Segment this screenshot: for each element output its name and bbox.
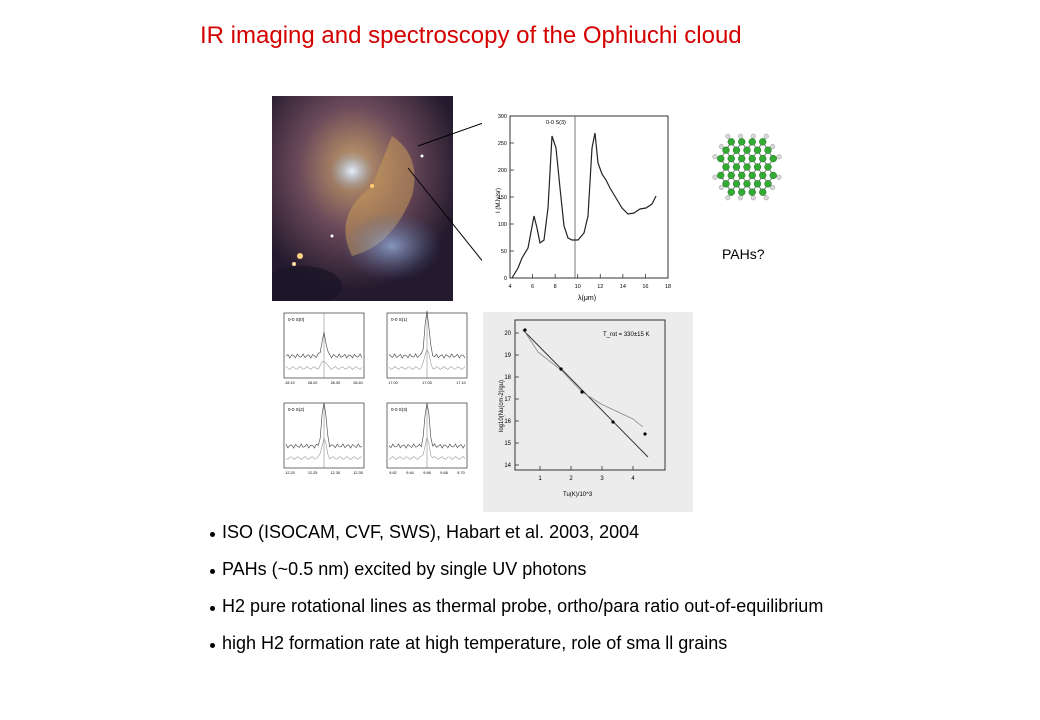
spectrum-y-tick-label: 300 xyxy=(498,114,507,120)
spectrum-y-tick-label: 0 xyxy=(504,276,507,282)
line-panel-tick-label: 9.62 xyxy=(389,471,396,475)
line-panel-tick-label: 12.35 xyxy=(353,471,363,475)
bullet-dot xyxy=(210,643,215,648)
line-panel-tick-label: 28.10 xyxy=(285,381,295,385)
line-panel-tick-label: 12.30 xyxy=(331,471,341,475)
line-panel-tick-label: 12.20 xyxy=(285,471,295,475)
line-panel-tick-label: 9.70 xyxy=(457,471,464,475)
pah-molecule-image xyxy=(705,112,790,222)
rotation-annotation: T_rot = 330±15 K xyxy=(603,332,650,338)
line-panel: 0-0 S(1) 17.00 17.05 17.10 xyxy=(386,310,468,385)
rotation-y-tick-label: 19 xyxy=(504,353,511,359)
rotation-y-tick-label: 18 xyxy=(504,375,511,381)
bullet-text: PAHs (~0.5 nm) excited by single UV phot… xyxy=(222,559,587,579)
slide-title: IR imaging and spectroscopy of the Ophiu… xyxy=(200,22,742,49)
spectrum-x-tick-label: 16 xyxy=(642,284,648,290)
bullet-dot xyxy=(210,606,215,611)
rotation-x-tick-label: 2 xyxy=(569,476,573,482)
bullet-text: ISO (ISOCAM, CVF, SWS), Habart et al. 20… xyxy=(222,522,640,542)
bullet-item: ISO (ISOCAM, CVF, SWS), Habart et al. 20… xyxy=(210,520,823,557)
spectrum-x-ticks: 4 6 8 10 12 14 16 18 xyxy=(508,274,671,290)
bullet-item: H2 pure rotational lines as thermal prob… xyxy=(210,594,823,631)
spectrum-x-tick-label: 18 xyxy=(665,284,671,290)
spectrum-x-tick-label: 6 xyxy=(531,284,534,290)
bullet-item: high H2 formation rate at high temperatu… xyxy=(210,631,823,668)
rotation-x-tick-label: 3 xyxy=(600,476,604,482)
line-panel: 0-0 S(0) 28.10 28.20 28.30 28.40 xyxy=(283,312,365,385)
line-panel-label: 0-0 S(0) xyxy=(288,317,305,322)
spectrum-y-tick-label: 250 xyxy=(498,141,507,147)
h2-line-panels: 0-0 S(0) 28.10 28.20 28.30 28.40 0-0 S(1) 17.0… xyxy=(262,308,477,483)
spectrum-plot: 0 50 100 150 200 250 300 4 6 8 10 12 14 16 18 0-0 S(3… xyxy=(482,108,702,308)
line-panel-tick-label: 9.66 xyxy=(423,471,430,475)
spectrum-xlabel: λ(μm) xyxy=(578,295,596,302)
line-panel-tick-label: 9.68 xyxy=(440,471,447,475)
pah-label: PAHs? xyxy=(722,246,765,262)
line-panel: 0-0 S(2) 12.20 12.25 12.30 12.35 xyxy=(283,402,365,475)
line-panel-tick-label: 17.00 xyxy=(388,381,398,385)
bullet-dot xyxy=(210,569,215,574)
line-panel-tick-label: 17.10 xyxy=(456,381,466,385)
spectrum-x-tick-label: 14 xyxy=(620,284,626,290)
rotation-diagram: 14 15 16 17 18 19 20 1 2 3 4 T_rot = 330±15 K log1… xyxy=(483,312,693,512)
bullet-text: high H2 formation rate at high temperatu… xyxy=(222,633,728,653)
bullet-dot xyxy=(210,532,215,537)
spectrum-line-label: 0-0 S(3) xyxy=(546,120,566,126)
bullet-item: PAHs (~0.5 nm) excited by single UV phot… xyxy=(210,557,823,594)
rotation-y-tick-label: 17 xyxy=(504,397,511,403)
line-panel-tick-label: 28.30 xyxy=(331,381,341,385)
spectrum-x-tick-label: 12 xyxy=(597,284,603,290)
rotation-y-tick-label: 14 xyxy=(504,463,511,469)
bullet-list: ISO (ISOCAM, CVF, SWS), Habart et al. 20… xyxy=(210,520,823,668)
rotation-y-tick-label: 16 xyxy=(504,419,511,425)
spectrum-y-tick-label: 200 xyxy=(498,168,507,174)
rotation-ylabel: log10(Nu(cm-2)/gu) xyxy=(499,380,505,432)
rotation-x-tick-label: 1 xyxy=(538,476,542,482)
line-panel-tick-label: 28.20 xyxy=(308,381,318,385)
spectrum-y-tick-label: 50 xyxy=(501,249,507,255)
bullet-text: H2 pure rotational lines as thermal prob… xyxy=(222,596,824,616)
spectrum-x-tick-label: 4 xyxy=(508,284,511,290)
line-panel: 0-0 S(3) 9.62 9.64 9.66 9.68 9.70 xyxy=(386,402,468,475)
line-panel-label: 0-0 S(2) xyxy=(288,407,305,412)
spectrum-x-tick-label: 8 xyxy=(554,284,557,290)
spectrum-ylabel: I (MJy/sr) xyxy=(496,188,502,213)
rotation-x-tick-label: 4 xyxy=(631,476,635,482)
line-panel-label: 0-0 S(1) xyxy=(391,317,408,322)
spectrum-x-tick-label: 10 xyxy=(575,284,581,290)
line-panel-tick-label: 9.64 xyxy=(406,471,413,475)
rotation-xlabel: Tu(K)/10^3 xyxy=(563,492,593,498)
nebula-image xyxy=(272,96,453,301)
spectrum-y-ticks: 0 50 100 150 200 250 300 xyxy=(498,114,514,282)
rotation-y-tick-label: 15 xyxy=(504,441,511,447)
line-panel-label: 0-0 S(3) xyxy=(391,407,408,412)
spectrum-y-tick-label: 100 xyxy=(498,222,507,228)
line-panel-tick-label: 17.05 xyxy=(422,381,432,385)
line-panel-tick-label: 28.40 xyxy=(353,381,363,385)
spectrum-y-tick-label: 150 xyxy=(498,195,507,201)
rotation-y-tick-label: 20 xyxy=(504,331,511,337)
line-panel-tick-label: 12.25 xyxy=(308,471,318,475)
